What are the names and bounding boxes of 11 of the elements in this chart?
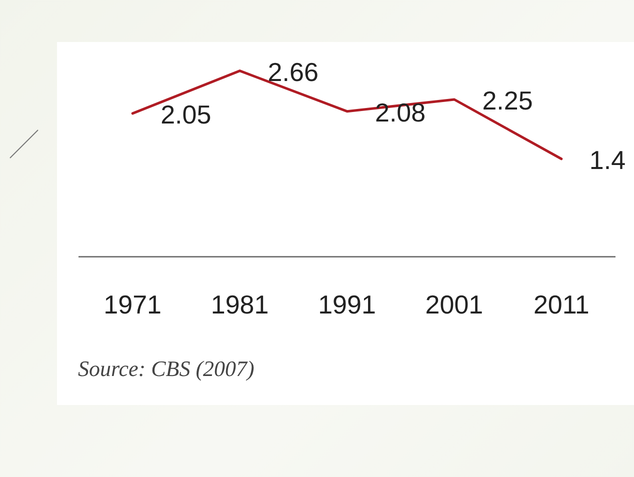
x-tick-label: 1991 xyxy=(318,290,376,320)
data-label: 1.4 xyxy=(589,145,626,176)
x-tick-label: 2011 xyxy=(533,290,590,320)
x-tick-label: 1971 xyxy=(104,290,162,320)
data-label: 2.08 xyxy=(375,98,426,128)
x-tick-label: 1981 xyxy=(210,290,269,320)
data-label: 2.05 xyxy=(160,100,212,130)
x-tick-label: 2001 xyxy=(425,290,484,320)
data-label: 2.66 xyxy=(268,56,318,87)
source-note: Source: CBS (2007) xyxy=(78,356,254,382)
data-label: 2.25 xyxy=(482,86,533,116)
